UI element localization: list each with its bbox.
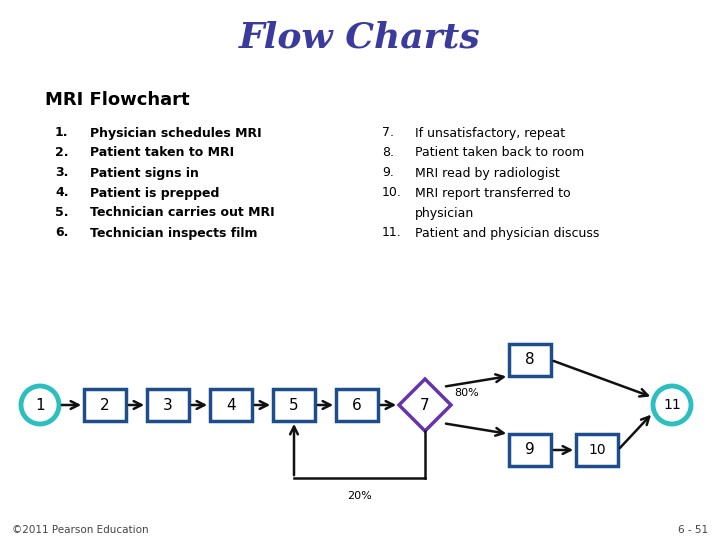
Text: 2: 2: [100, 397, 110, 413]
Text: 3.: 3.: [55, 166, 68, 179]
Circle shape: [21, 386, 59, 424]
Text: 9.: 9.: [382, 166, 394, 179]
Text: Patient taken to MRI: Patient taken to MRI: [90, 146, 234, 159]
Circle shape: [653, 386, 691, 424]
Text: Technician carries out MRI: Technician carries out MRI: [90, 206, 274, 219]
Text: Patient signs in: Patient signs in: [90, 166, 199, 179]
Text: 7.: 7.: [382, 126, 394, 139]
Text: 11.: 11.: [382, 226, 402, 240]
Text: If unsatisfactory, repeat: If unsatisfactory, repeat: [415, 126, 565, 139]
FancyBboxPatch shape: [336, 389, 378, 421]
Text: 1.: 1.: [55, 126, 68, 139]
Text: 5: 5: [289, 397, 299, 413]
Text: 6 - 51: 6 - 51: [678, 525, 708, 535]
Text: 6: 6: [352, 397, 362, 413]
Text: Flow Charts: Flow Charts: [239, 21, 481, 55]
FancyBboxPatch shape: [273, 389, 315, 421]
Text: ©2011 Pearson Education: ©2011 Pearson Education: [12, 525, 148, 535]
Text: 2.: 2.: [55, 146, 68, 159]
Text: 4.: 4.: [55, 186, 68, 199]
Text: Patient and physician discuss: Patient and physician discuss: [415, 226, 599, 240]
FancyBboxPatch shape: [84, 389, 126, 421]
FancyBboxPatch shape: [576, 434, 618, 466]
Text: 10.: 10.: [382, 186, 402, 199]
Text: MRI report transferred to: MRI report transferred to: [415, 186, 571, 199]
Text: MRI read by radiologist: MRI read by radiologist: [415, 166, 559, 179]
Text: 11: 11: [663, 398, 681, 412]
Text: 9: 9: [525, 442, 535, 457]
Text: 80%: 80%: [454, 388, 479, 398]
Text: 6.: 6.: [55, 226, 68, 240]
Text: 20%: 20%: [347, 491, 372, 501]
Text: Technician inspects film: Technician inspects film: [90, 226, 258, 240]
Text: Patient taken back to room: Patient taken back to room: [415, 146, 584, 159]
Text: physician: physician: [415, 206, 474, 219]
FancyBboxPatch shape: [509, 344, 551, 376]
FancyBboxPatch shape: [147, 389, 189, 421]
Text: Physician schedules MRI: Physician schedules MRI: [90, 126, 261, 139]
Text: Patient is prepped: Patient is prepped: [90, 186, 220, 199]
Text: 3: 3: [163, 397, 173, 413]
FancyBboxPatch shape: [509, 434, 551, 466]
Text: 4: 4: [226, 397, 236, 413]
Text: 8.: 8.: [382, 146, 394, 159]
Text: 8: 8: [525, 353, 535, 368]
Text: 1: 1: [35, 397, 45, 413]
Text: 10: 10: [588, 443, 606, 457]
Text: 7: 7: [420, 397, 430, 413]
Text: MRI Flowchart: MRI Flowchart: [45, 91, 189, 109]
FancyBboxPatch shape: [210, 389, 252, 421]
Polygon shape: [399, 379, 451, 431]
Text: 5.: 5.: [55, 206, 68, 219]
